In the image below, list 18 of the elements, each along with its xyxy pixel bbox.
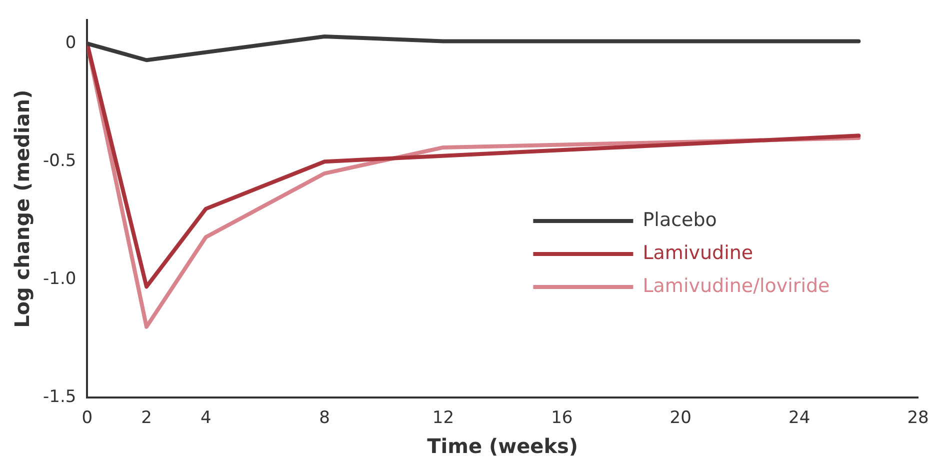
text: Lamivudine (642, 242, 754, 264)
x-tick-label: 12 (432, 408, 454, 428)
y-axis-title: Log change (median) (10, 90, 34, 328)
y-tick-label: -1.0 (43, 269, 76, 290)
x-tick-label: 4 (200, 408, 212, 428)
x-tick-label: 20 (670, 408, 692, 428)
x-tick-label: 24 (788, 408, 810, 428)
text: Lamivudine/loviride (642, 274, 830, 297)
y-tick-label: -0.5 (43, 151, 76, 172)
text: Placebo (642, 208, 717, 231)
y-tick-label: 0 (65, 33, 76, 54)
x-tick-label: 16 (551, 408, 573, 428)
x-axis-title: Time (weeks) (427, 434, 578, 458)
y-tick-label: -1.5 (43, 387, 76, 408)
x-tick-label: 0 (82, 408, 93, 428)
x-tick-label: 8 (319, 408, 330, 428)
x-tick-label: 2 (141, 408, 152, 428)
x-tick-label: 28 (907, 408, 929, 428)
